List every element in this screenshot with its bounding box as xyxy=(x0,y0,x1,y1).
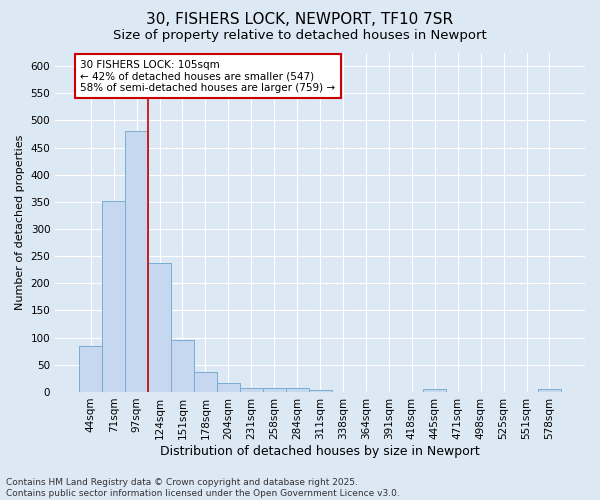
Y-axis label: Number of detached properties: Number of detached properties xyxy=(15,134,25,310)
Bar xyxy=(423,389,446,392)
X-axis label: Distribution of detached houses by size in Newport: Distribution of detached houses by size … xyxy=(160,444,480,458)
Bar xyxy=(263,388,286,392)
Text: 30, FISHERS LOCK, NEWPORT, TF10 7SR: 30, FISHERS LOCK, NEWPORT, TF10 7SR xyxy=(146,12,454,28)
Bar xyxy=(79,346,102,392)
Text: 30 FISHERS LOCK: 105sqm
← 42% of detached houses are smaller (547)
58% of semi-d: 30 FISHERS LOCK: 105sqm ← 42% of detache… xyxy=(80,60,335,93)
Text: Size of property relative to detached houses in Newport: Size of property relative to detached ho… xyxy=(113,29,487,42)
Bar xyxy=(308,390,332,392)
Bar xyxy=(538,389,561,392)
Text: Contains HM Land Registry data © Crown copyright and database right 2025.
Contai: Contains HM Land Registry data © Crown c… xyxy=(6,478,400,498)
Bar xyxy=(148,263,171,392)
Bar xyxy=(125,132,148,392)
Bar xyxy=(286,388,308,392)
Bar xyxy=(102,201,125,392)
Bar xyxy=(217,384,240,392)
Bar xyxy=(194,372,217,392)
Bar xyxy=(171,340,194,392)
Bar xyxy=(240,388,263,392)
